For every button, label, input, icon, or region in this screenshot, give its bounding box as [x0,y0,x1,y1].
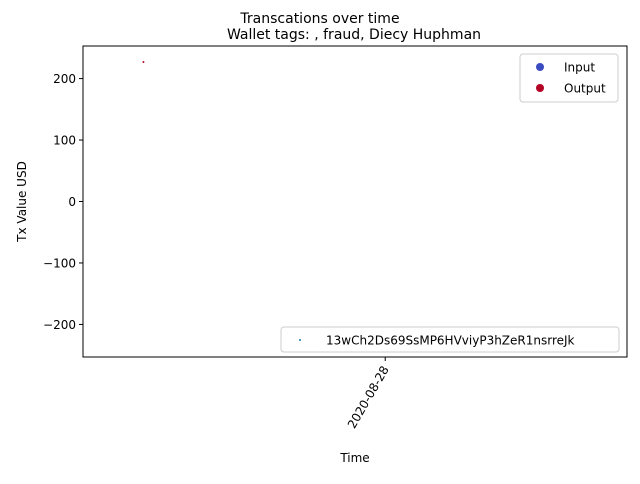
y-tick-label: −200 [43,318,76,332]
chart-title: Wallet tags: , fraud, Diecy Huphman [227,27,481,43]
legend-direction-box [519,53,619,103]
legend-direction: Input Output [519,53,619,103]
data-point [142,60,145,63]
y-tick-label: 0 [68,195,76,209]
x-axis-ticks: 2020-08-28 [345,357,392,431]
y-axis-ticks: 200 100 0 −100 −200 [43,72,83,332]
legend-marker-output [536,84,544,92]
legend-wallet-box [280,326,620,353]
legend-marker-wallet [299,339,301,341]
figure-title: Transcations over time [239,11,399,27]
legend-marker-input [536,63,544,71]
y-tick-label: 100 [53,134,76,148]
y-tick-label: −100 [43,256,76,270]
legend-wallet: 13wCh2Ds69SsMP6HVviyP3hZeR1nsrreJk [280,326,620,353]
x-tick-label: 2020-08-28 [345,364,392,431]
legend-label-wallet: 13wCh2Ds69SsMP6HVviyP3hZeR1nsrreJk [326,334,575,348]
y-axis-label: Tx Value USD [15,161,29,243]
y-tick-label: 200 [53,72,76,86]
data-points [142,60,145,63]
legend-label-input: Input [564,61,595,75]
x-axis-label: Time [339,451,369,465]
legend-label-output: Output [564,82,606,96]
